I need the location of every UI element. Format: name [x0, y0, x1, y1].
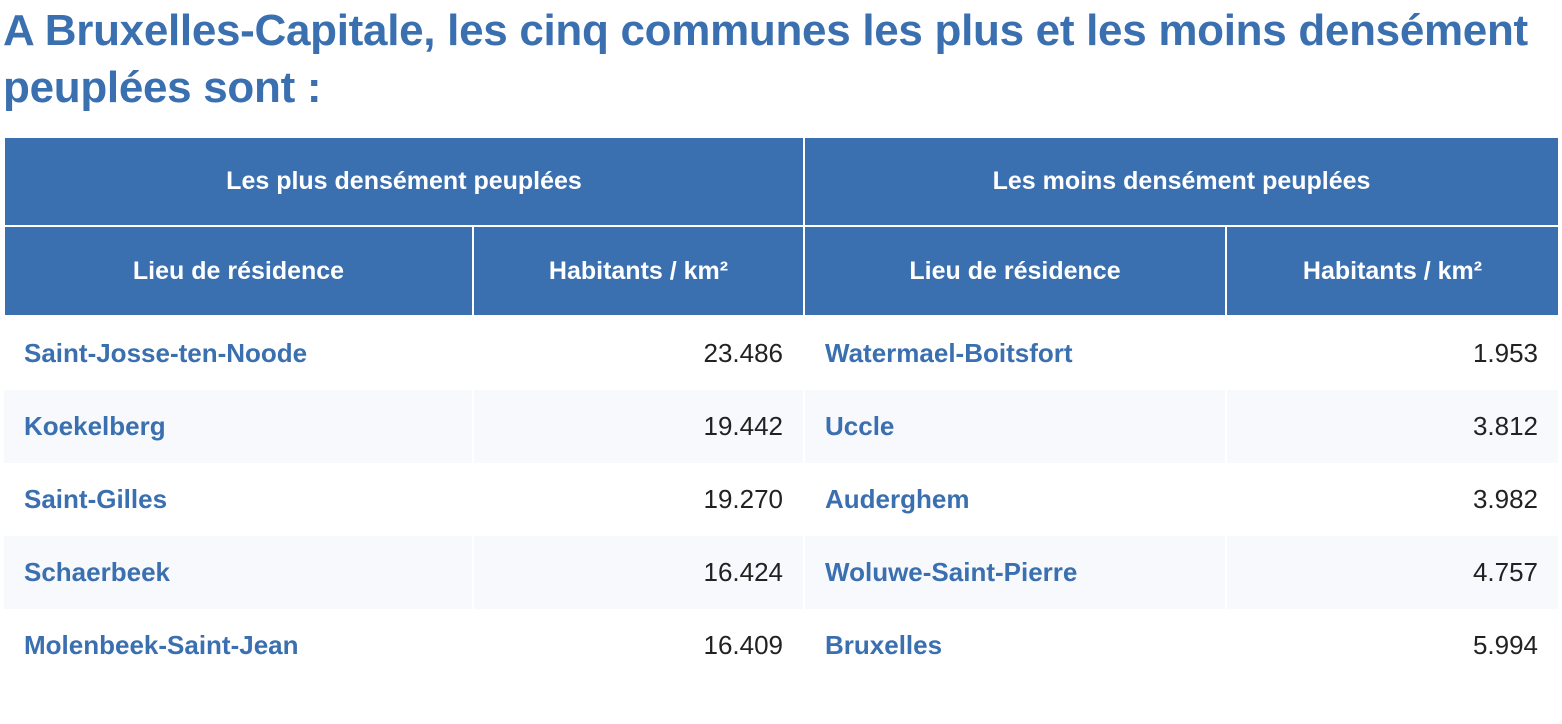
table-row: Saint-Josse-ten-Noode 23.486 Watermael-B…: [4, 316, 1561, 390]
table-row: Saint-Gilles 19.270 Auderghem 3.982: [4, 463, 1561, 536]
density-value: 1.953: [1226, 316, 1561, 390]
column-header-row: Lieu de résidence Habitants / km² Lieu d…: [3, 225, 1561, 317]
commune-name: Koekelberg: [4, 390, 474, 463]
density-value: 16.409: [473, 609, 806, 682]
commune-name: Molenbeek-Saint-Jean: [4, 609, 474, 682]
density-value: 23.486: [473, 316, 806, 390]
density-value: 16.424: [473, 536, 806, 609]
table-row: Koekelberg 19.442 Uccle 3.812: [4, 390, 1561, 463]
commune-name: Woluwe-Saint-Pierre: [804, 536, 1228, 609]
density-value: 5.994: [1226, 609, 1561, 682]
density-value: 19.442: [473, 390, 806, 463]
column-header-density: Habitants / km²: [471, 225, 806, 317]
commune-name: Watermael-Boitsfort: [804, 316, 1228, 390]
table-row: Molenbeek-Saint-Jean 16.409 Bruxelles 5.…: [4, 609, 1561, 682]
density-value: 3.982: [1226, 463, 1561, 536]
commune-name: Saint-Josse-ten-Noode: [4, 316, 474, 390]
commune-name: Schaerbeek: [4, 536, 474, 609]
group-header-row: Les plus densément peuplées Les moins de…: [2, 136, 1561, 227]
density-value: 4.757: [1226, 536, 1561, 609]
commune-name: Uccle: [804, 390, 1228, 463]
column-header-place: Lieu de résidence: [3, 225, 474, 317]
commune-name: Saint-Gilles: [4, 463, 474, 536]
group-header-most-dense: Les plus densément peuplées: [2, 136, 806, 227]
table-row: Schaerbeek 16.424 Woluwe-Saint-Pierre 4.…: [4, 536, 1561, 609]
density-value: 19.270: [473, 463, 806, 536]
page-title: A Bruxelles-Capitale, les cinq communes …: [3, 6, 1528, 112]
commune-name: Auderghem: [804, 463, 1228, 536]
density-value: 3.812: [1226, 390, 1561, 463]
column-header-density: Habitants / km²: [1225, 225, 1561, 317]
group-header-least-dense: Les moins densément peuplées: [803, 136, 1561, 227]
column-header-place: Lieu de résidence: [803, 225, 1228, 317]
density-table: Les plus densément peuplées Les moins de…: [2, 136, 1561, 682]
commune-name: Bruxelles: [804, 609, 1228, 682]
